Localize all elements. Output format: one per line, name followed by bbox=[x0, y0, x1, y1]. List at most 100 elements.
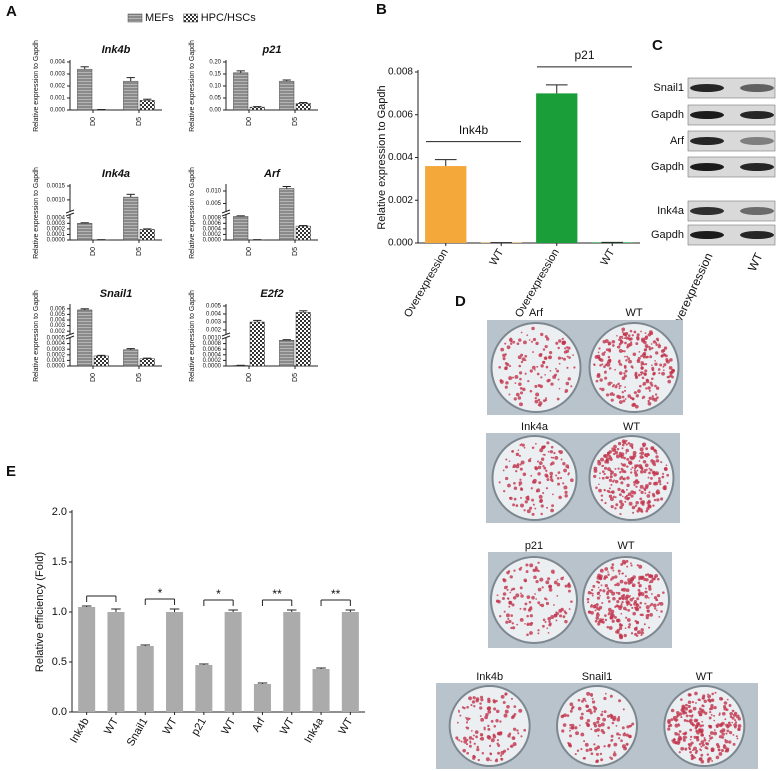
colony bbox=[515, 504, 519, 507]
colony bbox=[540, 603, 545, 608]
colony bbox=[545, 601, 550, 606]
colony bbox=[603, 365, 606, 369]
colony bbox=[668, 366, 673, 370]
bar bbox=[295, 103, 311, 111]
colony bbox=[725, 732, 728, 735]
colony bbox=[622, 587, 627, 592]
plate-label: Ink4a bbox=[521, 421, 549, 433]
colony bbox=[487, 724, 490, 728]
colony bbox=[590, 611, 594, 615]
colony bbox=[556, 578, 559, 581]
colony bbox=[612, 752, 617, 757]
colony bbox=[634, 606, 637, 609]
colony bbox=[540, 512, 543, 516]
colony bbox=[602, 731, 606, 735]
colony bbox=[666, 359, 670, 364]
colony bbox=[625, 439, 628, 442]
colony bbox=[599, 387, 602, 390]
colony bbox=[553, 604, 555, 606]
colony bbox=[595, 379, 599, 383]
colony bbox=[496, 739, 500, 742]
colony bbox=[550, 445, 554, 449]
y-tick-label: 0.0010 bbox=[203, 336, 222, 342]
colony bbox=[564, 494, 568, 498]
colony bbox=[721, 732, 725, 736]
colony bbox=[535, 392, 540, 397]
colony bbox=[565, 381, 570, 386]
colony bbox=[656, 593, 661, 598]
colony bbox=[616, 334, 618, 337]
y-tick-label: 0.005 bbox=[50, 312, 66, 318]
colony bbox=[639, 601, 643, 605]
x-tick-label: Ink4b bbox=[68, 716, 92, 745]
colony bbox=[595, 612, 600, 617]
colony bbox=[567, 742, 572, 747]
colony bbox=[570, 385, 573, 388]
colony bbox=[620, 385, 622, 387]
y-tick-label: 0.0002 bbox=[203, 358, 222, 364]
colony bbox=[700, 759, 705, 764]
colony bbox=[647, 453, 650, 457]
colony bbox=[726, 729, 730, 733]
colony bbox=[626, 565, 629, 568]
colony bbox=[502, 357, 506, 361]
colony bbox=[608, 349, 612, 353]
colony bbox=[637, 588, 641, 592]
colony bbox=[534, 566, 538, 569]
colony bbox=[669, 358, 673, 362]
colony bbox=[486, 706, 491, 711]
colony bbox=[590, 728, 593, 731]
colony bbox=[520, 735, 523, 738]
colony bbox=[631, 334, 634, 337]
colony bbox=[646, 609, 650, 613]
colony bbox=[565, 464, 570, 469]
colony bbox=[511, 587, 514, 591]
colony bbox=[598, 581, 601, 584]
colony bbox=[638, 591, 642, 595]
colony bbox=[651, 462, 654, 465]
colony bbox=[476, 745, 479, 749]
chart-title: Arf bbox=[263, 168, 281, 180]
colony bbox=[597, 586, 600, 589]
y-axis-label: Relative expression to Gapdh bbox=[376, 85, 388, 229]
y-tick-label: 0.002 bbox=[50, 329, 66, 335]
colony bbox=[606, 596, 610, 600]
y-axis-label: Relative expression to Gapdh bbox=[33, 290, 40, 382]
colony bbox=[645, 379, 650, 384]
bar bbox=[78, 607, 96, 712]
colony bbox=[592, 584, 596, 588]
colony bbox=[529, 622, 533, 626]
colony bbox=[513, 397, 517, 401]
colony bbox=[508, 393, 511, 396]
colony bbox=[590, 588, 594, 592]
colony bbox=[530, 340, 533, 343]
colony bbox=[625, 336, 629, 340]
colony bbox=[551, 479, 554, 483]
colony bbox=[714, 691, 717, 694]
colony bbox=[456, 721, 459, 724]
colony bbox=[509, 591, 512, 594]
colony bbox=[621, 495, 624, 498]
colony bbox=[481, 752, 485, 755]
colony bbox=[520, 503, 524, 508]
x-tick-label: D5 bbox=[136, 117, 143, 126]
colony bbox=[510, 697, 513, 700]
colony bbox=[532, 337, 537, 342]
colony bbox=[636, 337, 640, 341]
colony bbox=[631, 505, 636, 510]
colony bbox=[603, 370, 607, 374]
colony bbox=[594, 609, 597, 612]
colony bbox=[510, 614, 513, 617]
colony bbox=[548, 351, 553, 355]
colony bbox=[552, 572, 555, 574]
colony bbox=[688, 748, 691, 751]
colony bbox=[651, 346, 654, 350]
colony bbox=[606, 362, 609, 364]
colony bbox=[575, 731, 579, 736]
colony bbox=[489, 752, 492, 755]
colony bbox=[577, 706, 582, 711]
colony bbox=[583, 756, 586, 760]
colony bbox=[515, 464, 520, 469]
colony bbox=[658, 615, 661, 618]
colony bbox=[647, 504, 652, 509]
